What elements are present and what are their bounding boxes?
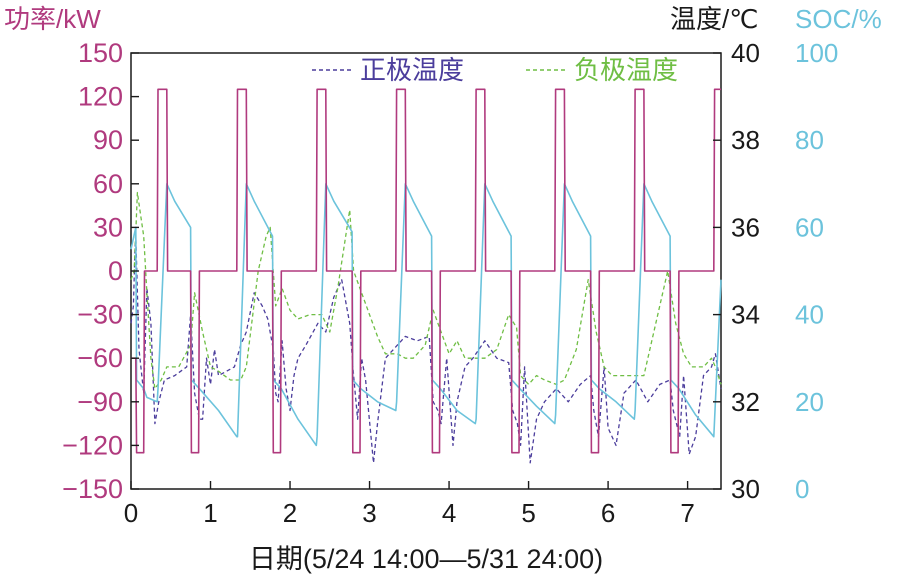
temperature-axis-title: 温度/℃	[670, 4, 758, 34]
soc-tick-label: 0	[795, 474, 809, 504]
power-tick-label: −120	[62, 430, 123, 460]
x-axis-title: 日期(5/24 14:00—5/31 24:00)	[249, 544, 603, 574]
series-line-temperature-positive	[130, 235, 722, 464]
power-tick-label: 150	[78, 38, 123, 68]
power-tick-label: 90	[93, 125, 123, 155]
temperature-tick-label: 40	[731, 38, 760, 68]
x-tick-label: 5	[521, 498, 535, 528]
series-line-temperature-negative	[130, 191, 722, 390]
series-line-soc	[130, 183, 722, 447]
power-tick-label: 120	[78, 82, 123, 112]
power-tick-label: 30	[93, 212, 123, 242]
soc-tick-label: 80	[795, 125, 824, 155]
legend-label-positive-temp: 正极温度	[360, 55, 464, 85]
series-layer	[130, 88, 722, 464]
series-line-power	[131, 88, 721, 454]
power-tick-label: −90	[77, 387, 123, 417]
power-tick-label: −60	[77, 343, 123, 373]
x-tick-label: 7	[680, 498, 694, 528]
power-tick-label: −30	[77, 300, 123, 330]
soc-tick-label: 40	[795, 300, 824, 330]
temperature-tick-label: 32	[731, 387, 760, 417]
legend: 正极温度 负极温度	[312, 55, 678, 85]
x-tick-label: 2	[283, 498, 297, 528]
x-tick-label: 6	[601, 498, 615, 528]
soc-tick-label: 100	[795, 38, 838, 68]
x-tick-label: 1	[203, 498, 217, 528]
soc-tick-label: 20	[795, 387, 824, 417]
temperature-tick-label: 30	[731, 474, 760, 504]
power-axis-title: 功率/kW	[4, 4, 101, 34]
legend-label-negative-temp: 负极温度	[574, 55, 678, 85]
soc-tick-label: 60	[795, 212, 824, 242]
ticks-layer: 1501209060300−30−60−90−120−1504038363432…	[62, 38, 838, 528]
temperature-tick-label: 36	[731, 212, 760, 242]
temperature-tick-label: 38	[731, 125, 760, 155]
soc-axis-title: SOC/%	[795, 4, 882, 34]
temperature-tick-label: 34	[731, 300, 760, 330]
power-tick-label: 0	[108, 256, 123, 286]
x-tick-label: 3	[362, 498, 376, 528]
power-tick-label: −150	[62, 474, 123, 504]
x-tick-label: 0	[124, 498, 138, 528]
x-tick-label: 4	[442, 498, 456, 528]
power-tick-label: 60	[93, 169, 123, 199]
